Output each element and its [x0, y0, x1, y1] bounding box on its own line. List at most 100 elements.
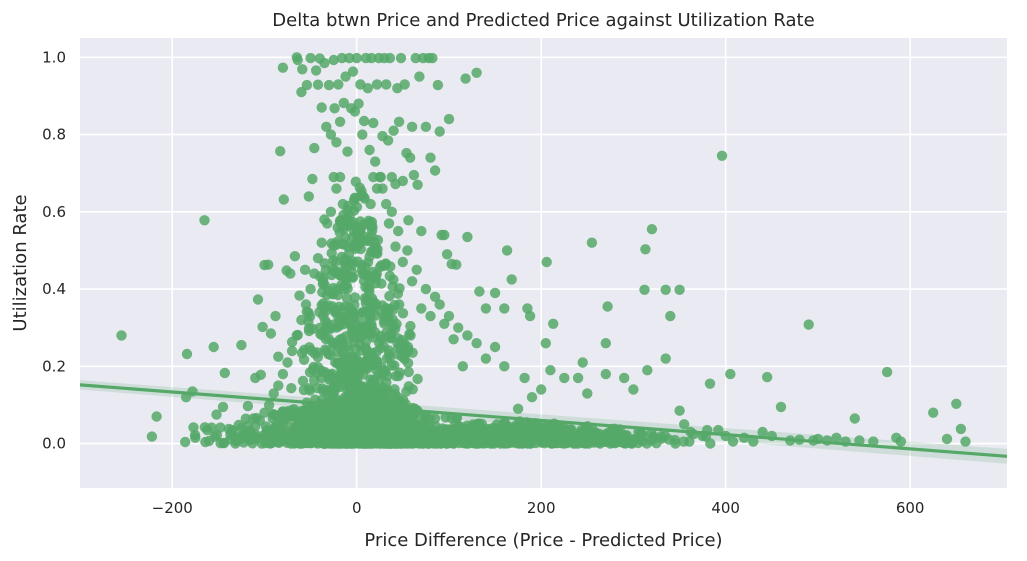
- data-point: [329, 265, 340, 277]
- x-tick-label: −200: [152, 499, 193, 517]
- data-point: [425, 310, 436, 322]
- data-point: [438, 435, 449, 446]
- data-point: [619, 372, 630, 384]
- data-point: [344, 302, 355, 313]
- data-point: [544, 434, 555, 446]
- data-point: [360, 385, 372, 396]
- data-point: [332, 347, 343, 358]
- data-point: [217, 401, 229, 413]
- regression-line: [79, 383, 1008, 458]
- data-point: [273, 351, 284, 362]
- data-point: [462, 330, 473, 341]
- data-point: [620, 438, 631, 449]
- data-point: [364, 283, 375, 294]
- data-point: [331, 411, 342, 422]
- data-point: [342, 146, 353, 157]
- data-point: [460, 73, 471, 84]
- data-point: [330, 419, 341, 430]
- data-point: [451, 259, 462, 270]
- data-point: [325, 206, 337, 217]
- data-point: [345, 385, 356, 397]
- data-point: [376, 278, 387, 289]
- data-point: [628, 384, 639, 395]
- data-point: [262, 436, 273, 447]
- data-point: [512, 403, 524, 414]
- data-point: [443, 113, 455, 125]
- data-point: [646, 224, 658, 235]
- data-point: [416, 225, 427, 237]
- y-tick-label: 1.0: [42, 48, 66, 66]
- data-point: [660, 353, 671, 364]
- data-point: [338, 97, 349, 109]
- data-point: [339, 253, 351, 265]
- data-point: [301, 79, 313, 91]
- x-tick-label: 0: [352, 499, 362, 517]
- data-point: [382, 331, 393, 343]
- data-point: [336, 52, 348, 64]
- data-point: [439, 318, 450, 329]
- data-point: [414, 413, 425, 424]
- data-point: [317, 437, 329, 448]
- data-point: [328, 255, 339, 266]
- data-point: [334, 116, 346, 128]
- data-point: [188, 422, 199, 433]
- data-point: [385, 429, 396, 440]
- data-point: [348, 205, 360, 216]
- data-point: [335, 215, 346, 226]
- data-point: [775, 401, 787, 413]
- data-point: [665, 310, 676, 322]
- data-point: [410, 52, 421, 64]
- data-point: [405, 320, 416, 332]
- data-point: [304, 311, 316, 322]
- data-point: [405, 152, 416, 163]
- data-point: [297, 375, 309, 387]
- data-point: [277, 62, 289, 73]
- data-point: [340, 71, 351, 82]
- data-point: [420, 283, 432, 295]
- data-point: [319, 325, 330, 336]
- data-point: [403, 381, 414, 392]
- data-point: [960, 436, 971, 447]
- data-point: [348, 352, 360, 364]
- data-point: [368, 171, 379, 183]
- data-point: [286, 383, 297, 394]
- data-point: [275, 421, 286, 432]
- data-point: [339, 438, 350, 449]
- x-tick-label: 600: [896, 499, 925, 517]
- data-point: [366, 347, 377, 359]
- data-point: [372, 234, 384, 246]
- data-point: [200, 436, 211, 448]
- data-point: [341, 272, 352, 283]
- data-point: [365, 304, 376, 316]
- data-point: [341, 293, 353, 304]
- data-point: [854, 435, 865, 446]
- data-point: [242, 400, 254, 412]
- data-point: [294, 290, 305, 301]
- data-point: [368, 377, 379, 389]
- data-point: [528, 420, 539, 431]
- data-point: [868, 436, 879, 447]
- data-point: [312, 253, 324, 264]
- data-point: [674, 284, 685, 295]
- data-point: [364, 418, 376, 429]
- data-point: [334, 315, 345, 326]
- data-point: [379, 394, 390, 405]
- data-point: [378, 340, 389, 352]
- data-point: [331, 183, 342, 194]
- chart-title: Delta btwn Price and Predicted Price aga…: [272, 10, 814, 31]
- data-point: [277, 368, 289, 380]
- data-point: [358, 115, 370, 127]
- data-point: [545, 365, 556, 376]
- data-point: [471, 67, 482, 79]
- data-point: [331, 137, 342, 148]
- data-point: [480, 353, 492, 364]
- data-point: [370, 156, 381, 167]
- data-point: [116, 330, 127, 341]
- data-point: [881, 366, 893, 378]
- data-point: [393, 370, 404, 382]
- data-point: [397, 256, 408, 268]
- data-point: [632, 434, 644, 445]
- data-point: [448, 334, 459, 345]
- data-point: [394, 433, 405, 445]
